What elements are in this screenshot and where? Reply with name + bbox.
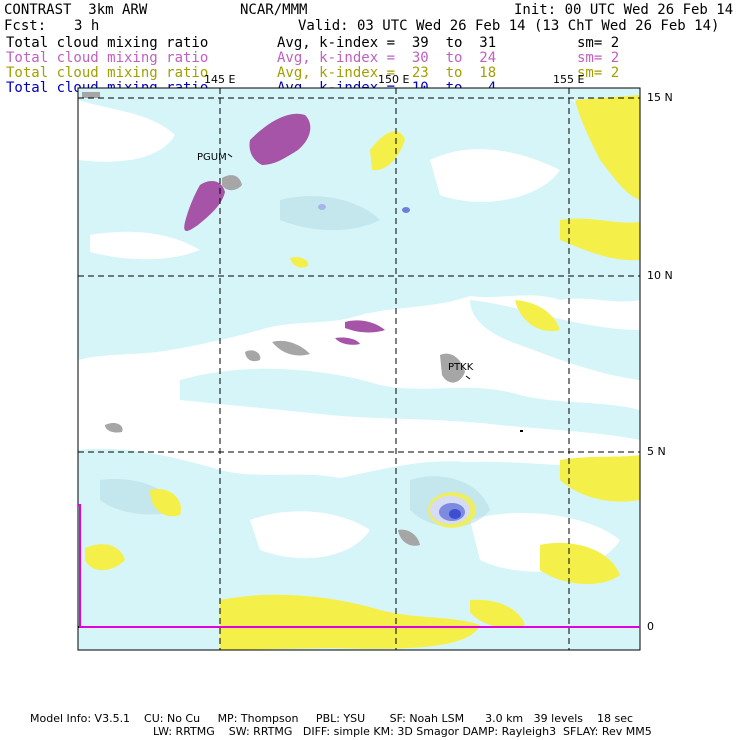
domain-boundary-line [78,504,640,628]
yellow-cloud-8 [220,594,480,650]
legend-field-1: Total cloud mixing ratio [6,35,209,51]
yellow-cloud-2 [575,95,640,200]
purple-cloud-3 [345,320,385,333]
forecast-hour: 3 h [74,18,100,34]
land-chuuk-1 [440,353,465,383]
model-info-line-2: LW: RRTMG SW: RRTMG DIFF: simple KM: 3D … [153,725,652,738]
lon-label-145: 145 E [204,73,236,86]
lon-label-155: 155 E [553,73,585,86]
init-time: Init: 00 UTC Wed 26 Feb 14 [514,2,734,18]
cloud-shield-south [78,448,640,650]
land-islet-4 [105,422,123,433]
legend-sm-3: sm= 2 [577,65,620,81]
cloud-band-middle [180,368,640,440]
station-label-pgum: PGUM [197,152,227,163]
yellow-cloud-9 [540,542,620,585]
model-info-line-1: Model Info: V3.5.1 CU: No Cu MP: Thompso… [30,712,634,725]
land-islet-5 [398,529,420,546]
land-islet-2 [272,340,310,356]
station-label-ptkk: PTKK [448,362,474,373]
cloud-band-east [470,300,640,380]
pgum-marker [227,153,233,158]
purple-cloud-4 [335,337,360,345]
core-small-1 [402,207,410,213]
yellow-cloud-6 [85,544,125,571]
lat-label-10: 10 N [647,269,673,282]
lat-label-15: 15 N [647,91,673,104]
purple-cloud-2 [184,180,225,231]
model-title: CONTRAST 3km ARW [4,2,148,18]
legend-stat-3: Avg, k-index = 23 to 18 [277,65,497,81]
lat-label-0: 0 [647,620,654,633]
valid-time: Valid: 03 UTC Wed 26 Feb 14 (13 ChT Wed … [298,18,720,34]
land-guam [222,175,242,191]
clear-gap-3 [430,149,560,202]
yellow-cloud-10 [470,599,525,628]
yellow-cloud-4 [515,300,560,332]
station-dot [520,430,523,432]
forecast-label: Fcst: [4,18,47,34]
yellow-cloud-7 [150,489,181,517]
lat-label-5: 5 N [647,445,666,458]
yellow-cloud-3 [560,218,640,261]
ptkk-marker [465,375,471,380]
clear-gap-5 [250,511,370,559]
legend-field-3: Total cloud mixing ratio [6,65,209,81]
core-small-2 [318,204,326,210]
center-label: NCAR/MMM [240,2,308,18]
yellow-cloud-5 [560,455,640,502]
land-islet-3 [245,350,261,362]
legend-stat-2: Avg, k-index = 30 to 24 [277,50,497,66]
land-islet-1 [82,92,100,98]
yellow-cloud-11 [290,257,309,268]
legend-sm-1: sm= 2 [577,35,620,51]
legend-stat-1: Avg, k-index = 39 to 31 [277,35,497,51]
map-frame [77,87,641,651]
legend-field-2: Total cloud mixing ratio [6,50,209,66]
clear-gap-1 [78,100,175,162]
clear-gap-2 [90,231,200,260]
legend-sm-2: sm= 2 [577,50,620,66]
core-inner [449,509,461,519]
cloud-patch-1 [280,196,380,231]
purple-cloud-1 [249,113,311,165]
lon-label-150: 150 E [378,73,410,86]
